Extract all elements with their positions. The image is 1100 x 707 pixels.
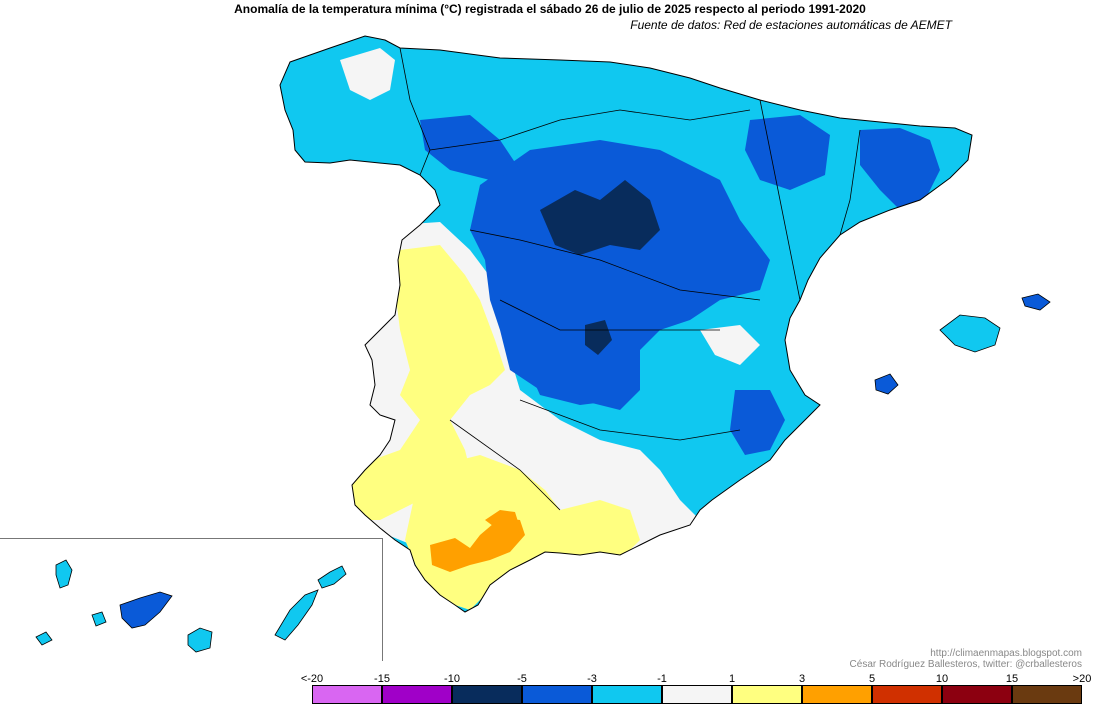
credits: http://climaenmapas.blogspot.com César R… — [850, 648, 1082, 670]
credits-author: César Rodríguez Ballesteros, twitter: @c… — [849, 659, 1082, 670]
legend-swatch — [732, 685, 802, 704]
border-mancha — [499, 299, 720, 331]
legend-tick-label: >20 — [1072, 673, 1092, 685]
border-central — [469, 229, 761, 301]
el-hierro-island — [35, 631, 53, 646]
strong-negative-spot — [585, 320, 612, 355]
credits-url: http://climaenmapas.blogspot.com — [930, 648, 1082, 659]
color-legend: <-20 -15 -10 -5 -3 -1 1 3 5 10 15 >20 — [301, 673, 1091, 705]
legend-tick-label: -1 — [657, 673, 667, 685]
peninsula-coastline — [279, 35, 973, 613]
map-title: Anomalía de la temperatura mínima (°C) r… — [234, 2, 866, 16]
anomaly-fields — [340, 48, 940, 610]
neutral-region-east — [700, 325, 760, 365]
legend-swatch — [522, 685, 592, 704]
legend-swatch — [942, 685, 1012, 704]
legend-tick-label: -3 — [587, 673, 597, 685]
strong-negative-core — [540, 180, 660, 255]
la-palma-island — [55, 559, 73, 589]
legend-tick-label: 1 — [728, 673, 736, 685]
legend-tick-label: -15 — [374, 673, 390, 685]
negative-anomaly-navarra — [745, 115, 830, 190]
menorca-island — [1021, 293, 1051, 311]
negative-anomaly-la-mancha — [520, 340, 630, 405]
legend-swatch — [592, 685, 662, 704]
neutral-region-galicia — [340, 48, 395, 100]
gran-canaria-island — [187, 627, 213, 653]
legend-swatch — [872, 685, 942, 704]
border-andalusia — [449, 419, 561, 511]
balearic-islands — [874, 293, 1051, 395]
orange-core-cordoba — [485, 510, 520, 535]
legend-tick-label: -10 — [444, 673, 460, 685]
negative-anomaly-castilla-north — [420, 115, 520, 180]
border-north — [429, 109, 751, 151]
legend-tick-label: 5 — [868, 673, 876, 685]
ibiza-island — [874, 373, 899, 395]
border-aragon — [759, 99, 801, 301]
border-galicia — [399, 47, 431, 176]
positive-anomaly-west — [345, 245, 505, 520]
canary-islands — [35, 559, 347, 653]
legend-tick-label: <-20 — [300, 673, 324, 685]
legend-tick-label: 15 — [1005, 673, 1019, 685]
border-south — [519, 399, 741, 441]
mallorca-island — [939, 314, 1001, 353]
legend-swatch — [312, 685, 382, 704]
legend-swatch — [452, 685, 522, 704]
legend-tick-label: 10 — [935, 673, 949, 685]
legend-tick-label: 3 — [798, 673, 806, 685]
legend-swatch — [1012, 685, 1082, 704]
legend-tick-label: -5 — [517, 673, 527, 685]
map-subtitle: Fuente de datos: Red de estaciones autom… — [630, 18, 952, 32]
legend-swatch — [382, 685, 452, 704]
legend-swatch — [662, 685, 732, 704]
tenerife-island — [119, 591, 173, 629]
negative-anomaly-valencia — [730, 390, 785, 455]
negative-anomaly-catalonia — [860, 128, 940, 210]
canary-inset-frame — [0, 538, 383, 661]
lanzarote-island — [317, 565, 347, 589]
legend-swatch — [802, 685, 872, 704]
border-catalonia — [839, 129, 861, 236]
la-gomera-island — [91, 611, 107, 627]
fuerteventura-island — [274, 589, 319, 641]
regional-borders — [399, 47, 861, 511]
